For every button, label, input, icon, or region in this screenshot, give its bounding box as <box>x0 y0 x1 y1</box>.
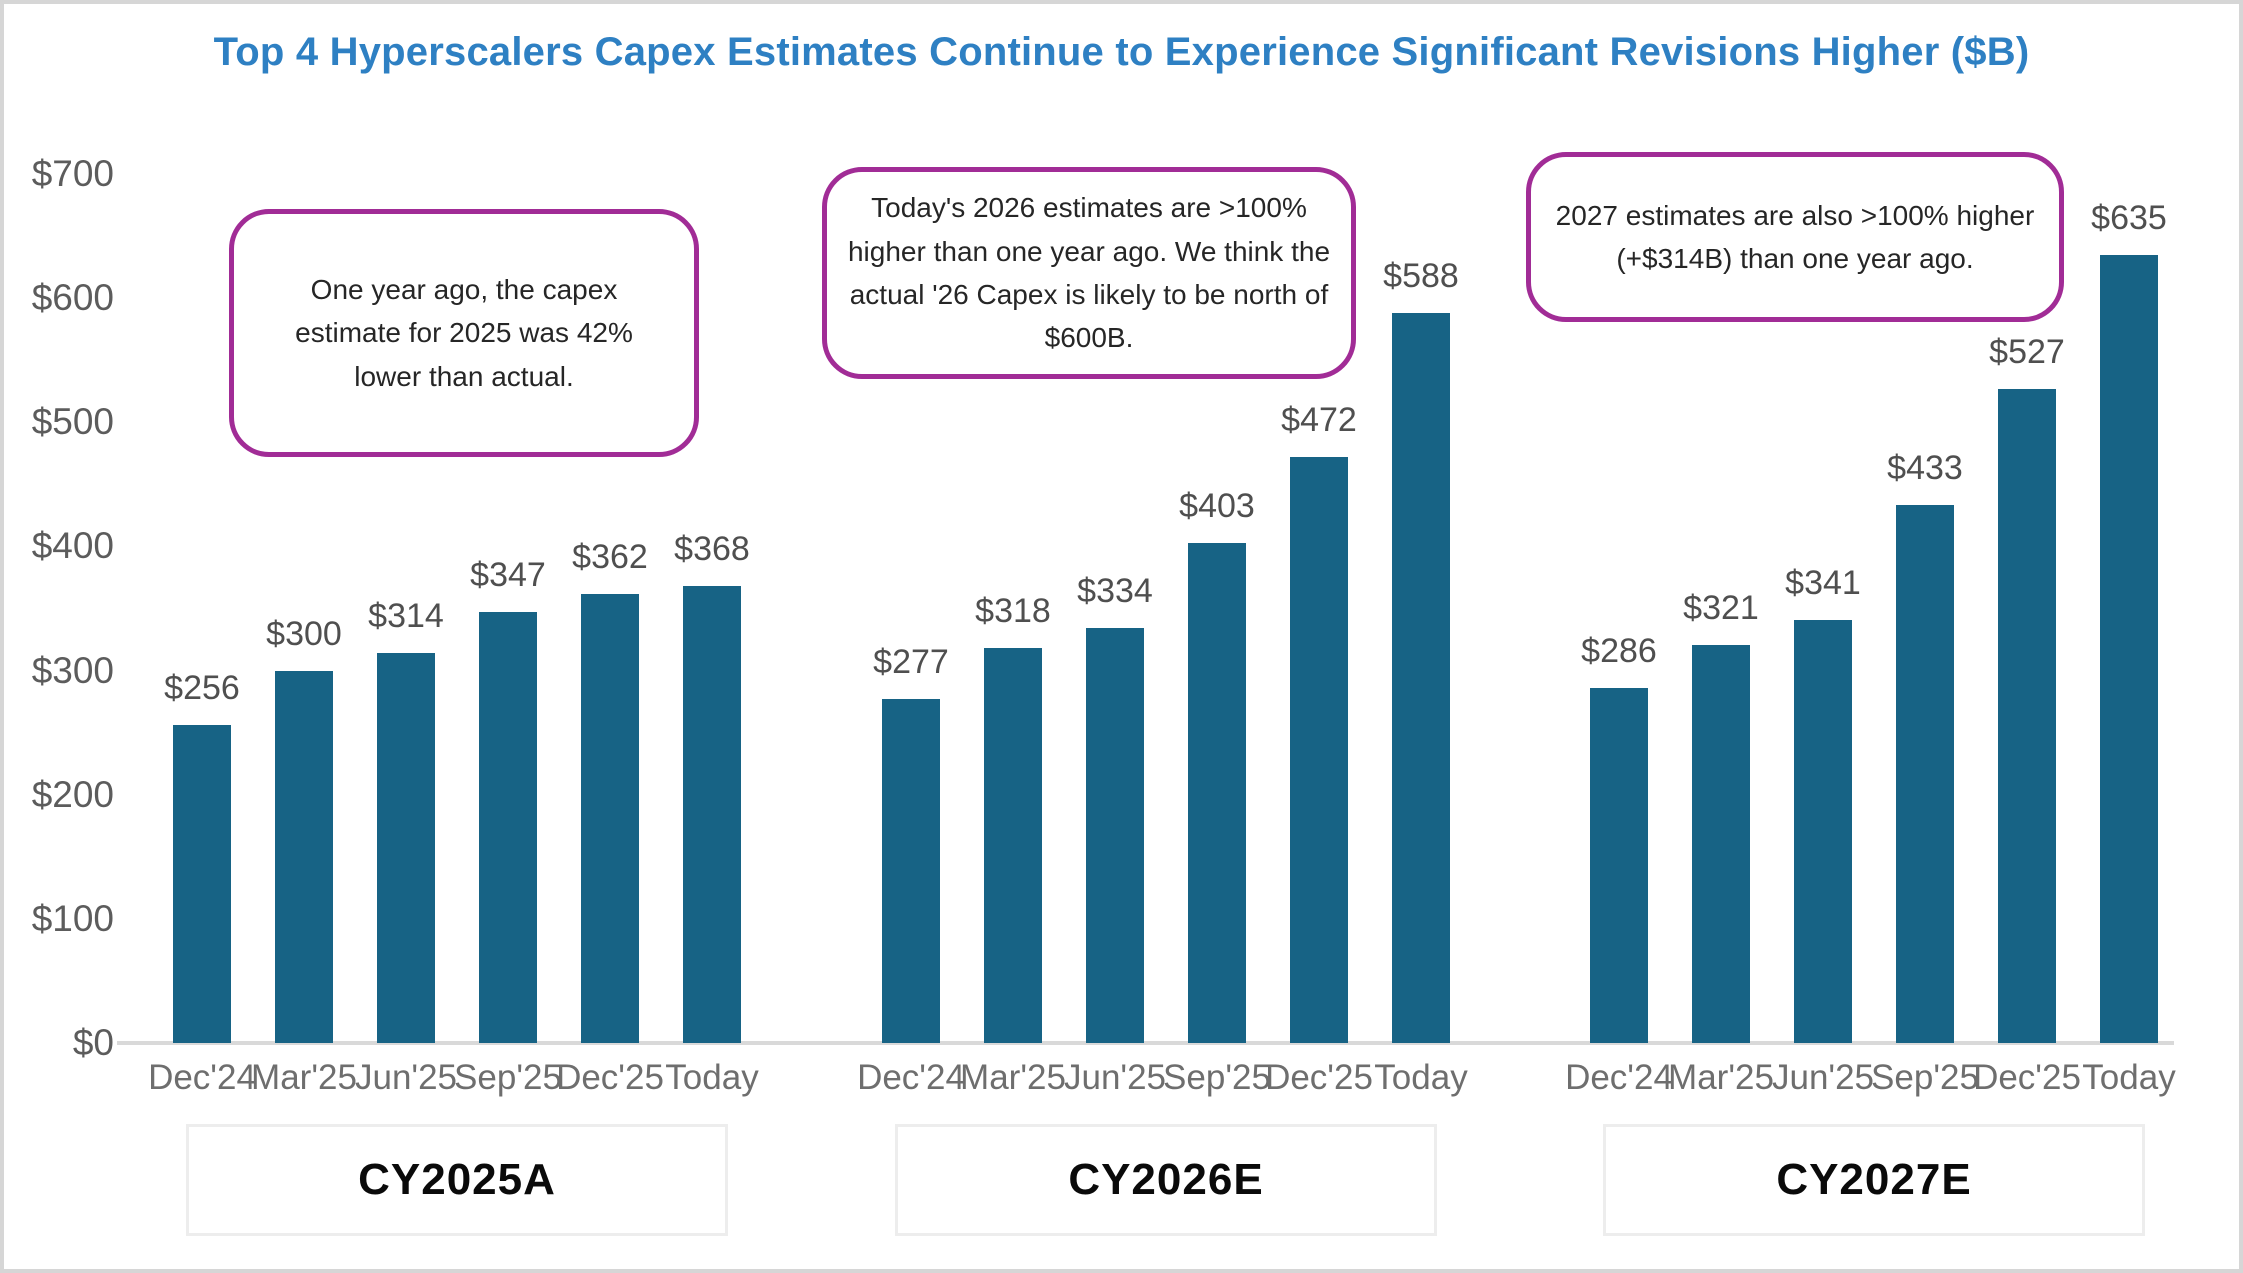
annotation-cy2025-text: One year ago, the capex estimate for 202… <box>295 273 633 392</box>
bar-cy2025a-dec-24 <box>173 725 231 1043</box>
bar-value-label: $588 <box>1383 257 1459 295</box>
x-tick-label: Dec'24 <box>857 1058 965 1097</box>
bar-cy2025a-jun-25 <box>377 653 435 1043</box>
bar-value-label: $527 <box>1989 333 2065 371</box>
x-tick-label: Dec'24 <box>1565 1058 1673 1097</box>
x-axis-line <box>117 1041 2174 1045</box>
bar-value-label: $256 <box>164 669 240 707</box>
bar-value-label: $286 <box>1581 632 1657 670</box>
bar-cy2026e-mar-25 <box>984 648 1042 1043</box>
x-tick-label: Mar'25 <box>1668 1058 1774 1097</box>
bar-value-label: $314 <box>368 597 444 635</box>
bar-value-label: $403 <box>1179 487 1255 525</box>
y-axis-tick-label: $0 <box>72 1022 114 1063</box>
bar-cy2026e-dec-24 <box>882 699 940 1043</box>
bar-value-label: $362 <box>572 538 648 576</box>
x-tick-label: Mar'25 <box>251 1058 357 1097</box>
bar-cy2025a-sep-25 <box>479 612 537 1043</box>
bar-value-label: $277 <box>873 643 949 681</box>
y-axis-tick-label: $100 <box>31 897 114 939</box>
x-tick-label: Today <box>1374 1058 1468 1097</box>
bar-cy2026e-jun-25 <box>1086 628 1144 1043</box>
y-axis-tick-label: $500 <box>31 401 114 443</box>
bar-value-label: $300 <box>266 615 342 653</box>
group-label: CY2027E <box>1776 1155 1972 1204</box>
bar-value-label: $318 <box>975 592 1051 630</box>
annotation-cy2026: Today's 2026 estimates are >100% higher … <box>822 167 1356 379</box>
x-tick-label: Dec'25 <box>1973 1058 2081 1097</box>
bar-value-label: $635 <box>2091 199 2167 237</box>
y-axis-tick-label: $600 <box>31 277 114 319</box>
bar-cy2027e-today <box>2100 255 2158 1043</box>
bar-value-label: $472 <box>1281 401 1357 439</box>
x-tick-label: Mar'25 <box>960 1058 1066 1097</box>
bar-cy2027e-sep-25 <box>1896 505 1954 1043</box>
chart-title: Top 4 Hyperscalers Capex Estimates Conti… <box>213 30 2030 74</box>
annotation-cy2025: One year ago, the capex estimate for 202… <box>229 209 699 457</box>
x-tick-label: Today <box>665 1058 759 1097</box>
x-tick-label: Jun'25 <box>1771 1058 1875 1097</box>
y-axis-tick-label: $200 <box>31 773 114 815</box>
bar-value-label: $347 <box>470 556 546 594</box>
y-axis-tick-label: $400 <box>31 525 114 567</box>
annotation-cy2027: 2027 estimates are also >100% higher (+$… <box>1526 152 2064 322</box>
bar-cy2026e-sep-25 <box>1188 543 1246 1043</box>
bar-value-label: $368 <box>674 530 750 568</box>
bar-cy2027e-dec-24 <box>1590 688 1648 1043</box>
bar-value-label: $321 <box>1683 589 1759 627</box>
bar-value-label: $433 <box>1887 449 1963 487</box>
bar-cy2026e-dec-25 <box>1290 457 1348 1043</box>
bar-cy2027e-jun-25 <box>1794 620 1852 1043</box>
bar-cy2025a-mar-25 <box>275 671 333 1043</box>
x-tick-label: Today <box>2082 1058 2176 1097</box>
bar-cy2025a-today <box>683 586 741 1043</box>
y-axis-tick-label: $300 <box>31 649 114 691</box>
bar-cy2025a-dec-25 <box>581 594 639 1043</box>
x-tick-label: Dec'25 <box>1265 1058 1373 1097</box>
bar-cy2027e-mar-25 <box>1692 645 1750 1043</box>
y-axis-tick-label: $700 <box>31 153 114 194</box>
bar-cy2027e-dec-25 <box>1998 389 2056 1043</box>
x-tick-label: Sep'25 <box>1871 1058 1979 1097</box>
x-tick-label: Sep'25 <box>1163 1058 1271 1097</box>
x-tick-label: Jun'25 <box>354 1058 458 1097</box>
x-tick-label: Dec'25 <box>556 1058 664 1097</box>
x-tick-label: Dec'24 <box>148 1058 256 1097</box>
group-label-box-cy2025a: CY2025A <box>186 1124 728 1236</box>
annotation-cy2026-text: Today's 2026 estimates are >100% higher … <box>847 192 1331 354</box>
bar-value-label: $341 <box>1785 564 1861 602</box>
bar-cy2026e-today <box>1392 313 1450 1043</box>
group-label-box-cy2026e: CY2026E <box>895 1124 1437 1236</box>
x-tick-label: Sep'25 <box>454 1058 562 1097</box>
annotation-cy2027-text: 2027 estimates are also >100% higher (+$… <box>1555 199 2035 274</box>
group-label: CY2025A <box>358 1155 556 1204</box>
bar-value-label: $334 <box>1077 572 1153 610</box>
group-label: CY2026E <box>1068 1155 1264 1204</box>
x-tick-label: Jun'25 <box>1063 1058 1167 1097</box>
group-label-box-cy2027e: CY2027E <box>1603 1124 2145 1236</box>
